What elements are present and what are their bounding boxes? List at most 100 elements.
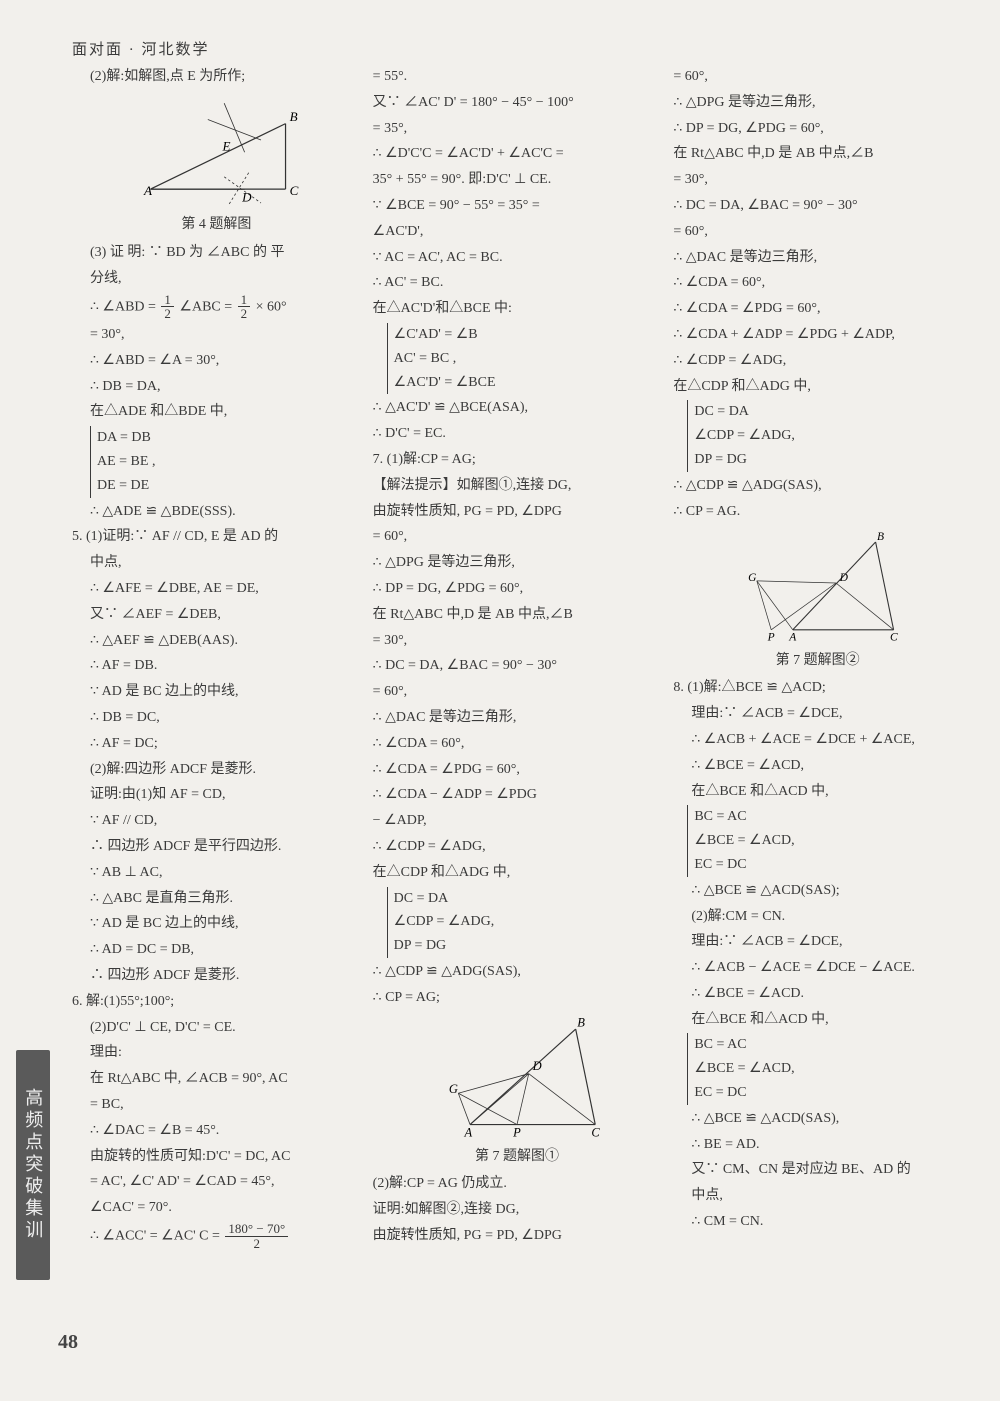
brace-line: ∠CDP = ∠ADG,	[394, 910, 662, 934]
equation-brace: BC = AC ∠BCE = ∠ACD, EC = DC	[687, 1033, 962, 1104]
svg-text:B: B	[290, 109, 298, 124]
text-line: ∠CAC' = 70°.	[72, 1196, 361, 1220]
text-line: 在 Rt△ABC 中,D 是 AB 中点,∠B	[373, 603, 662, 627]
page-number: 48	[58, 1325, 78, 1359]
text-line: ∴ ∠BCE = ∠ACD.	[673, 982, 962, 1006]
text-line: 在△BCE 和△ACD 中,	[673, 780, 962, 804]
text-line: ∴ ∠ACB + ∠ACE = ∠DCE + ∠ACE,	[673, 728, 962, 752]
text-line: ∴ △ADE ≌ △BDE(SSS).	[72, 500, 361, 524]
text-line: 中点,	[673, 1184, 962, 1208]
text-line: (2)解:如解图,点 E 为所作;	[72, 65, 361, 89]
text-line: 又∵ ∠AEF = ∠DEB,	[72, 603, 361, 627]
svg-text:D: D	[242, 189, 253, 204]
text-line: ∵ AC = AC', AC = BC.	[373, 246, 662, 270]
svg-text:A: A	[464, 1126, 473, 1140]
text-line: = AC', ∠C' AD' = ∠CAD = 45°,	[72, 1170, 361, 1194]
text-line: = 30°,	[373, 629, 662, 653]
text-line: ∴ ∠CDA − ∠ADP = ∠PDG	[373, 783, 662, 807]
brace-line: ∠BCE = ∠ACD,	[694, 829, 962, 853]
text-line: ∴ CM = CN.	[673, 1210, 962, 1234]
svg-text:G: G	[748, 572, 757, 584]
svg-text:A: A	[143, 183, 153, 198]
text-line: ∠AC'D',	[373, 220, 662, 244]
text-line: 证明:由(1)知 AF = CD,	[72, 783, 361, 807]
text-line: ∴ ∠CDA = 60°,	[673, 271, 962, 295]
text-line: ∴ ∠ACB − ∠ACE = ∠DCE − ∠ACE.	[673, 956, 962, 980]
text-line: ∴ △DAC 是等边三角形,	[373, 706, 662, 730]
text-line: 证明:如解图②,连接 DG,	[373, 1198, 662, 1222]
text-line: 在△CDP 和△ADG 中,	[373, 861, 662, 885]
text-line: ∴ ∠CDP = ∠ADG,	[673, 349, 962, 373]
brace-line: EC = DC	[694, 853, 962, 877]
text-line: ∵ AF // CD,	[72, 809, 361, 833]
page-header: 面对面 · 河北数学	[72, 38, 210, 64]
text-line: 中点,	[72, 551, 361, 575]
figure-7-1-diagram: A P C B D G	[427, 1015, 607, 1140]
text-line: (2)解:CM = CN.	[673, 905, 962, 929]
text-line: ∴ CP = AG.	[673, 500, 962, 524]
svg-text:C: C	[290, 183, 299, 198]
text-line: ∴ △DPG 是等边三角形,	[373, 551, 662, 575]
text-line: 在 Rt△ABC 中, ∠ACB = 90°, AC	[72, 1067, 361, 1091]
brace-line: EC = DC	[694, 1081, 962, 1105]
svg-text:C: C	[591, 1126, 600, 1140]
text-line: 在△CDP 和△ADG 中,	[673, 375, 962, 399]
svg-text:B: B	[877, 531, 884, 543]
text-line: = 60°,	[373, 525, 662, 549]
text-line: = 60°,	[673, 65, 962, 89]
brace-line: DC = DA	[394, 887, 662, 911]
text-line: ∴ △CDP ≌ △ADG(SAS),	[373, 960, 662, 984]
svg-text:D: D	[532, 1059, 542, 1073]
brace-line: DP = DG	[394, 934, 662, 958]
text-line: ∴ ∠CDA = ∠PDG = 60°,	[373, 758, 662, 782]
text-line: ∵ AB ⊥ AC,	[72, 861, 361, 885]
text-line: 由旋转性质知, PG = PD, ∠DPG	[373, 500, 662, 524]
equation-brace: DA = DB AE = BE , DE = DE	[90, 426, 361, 497]
figure-7-1-caption: 第 7 题解图①	[373, 1145, 662, 1169]
text-line: 【解法提示】如解图①,连接 DG,	[373, 474, 662, 498]
column-3: = 60°, ∴ △DPG 是等边三角形, ∴ DP = DG, ∠PDG = …	[673, 65, 962, 1252]
svg-text:G: G	[449, 1083, 458, 1097]
brace-line: DP = DG	[694, 448, 962, 472]
text-line: 理由:∵ ∠ACB = ∠DCE,	[673, 702, 962, 726]
text-line: ∴ AC' = BC.	[373, 271, 662, 295]
text-line: (2)解:CP = AG 仍成立.	[373, 1172, 662, 1196]
figure-4-caption: 第 4 题解图	[72, 213, 361, 237]
text-line: ∴ ∠CDA + ∠ADP = ∠PDG + ∠ADP,	[673, 323, 962, 347]
brace-line: ∠BCE = ∠ACD,	[694, 1057, 962, 1081]
text-line: (2)D'C' ⊥ CE, D'C' = CE.	[72, 1016, 361, 1040]
text-line: 在 Rt△ABC 中,D 是 AB 中点,∠B	[673, 142, 962, 166]
equation-brace: ∠C'AD' = ∠B AC' = BC , ∠AC'D' = ∠BCE	[387, 323, 662, 394]
text-line: = 35°,	[373, 117, 662, 141]
text-line: ∴ DB = DA,	[72, 375, 361, 399]
text-line: ∴ 四边形 ADCF 是平行四边形.	[72, 835, 361, 859]
text-line: ∴ 四边形 ADCF 是菱形.	[72, 964, 361, 988]
brace-line: ∠C'AD' = ∠B	[394, 323, 662, 347]
equation-brace: BC = AC ∠BCE = ∠ACD, EC = DC	[687, 805, 962, 876]
text-line: − ∠ADP,	[373, 809, 662, 833]
text-line: 分线,	[72, 267, 361, 291]
text-line: ∴ DP = DG, ∠PDG = 60°,	[673, 117, 962, 141]
svg-text:P: P	[512, 1126, 521, 1140]
text-line: 在△ADE 和△BDE 中,	[72, 400, 361, 424]
text-line: ∴ △AC'D' ≌ △BCE(ASA),	[373, 396, 662, 420]
svg-text:B: B	[577, 1016, 585, 1030]
svg-text:D: D	[838, 572, 848, 584]
text-line: ∴ ∠ACC' = ∠AC' C = 180° − 70°2	[72, 1222, 361, 1250]
brace-line: AE = BE ,	[97, 450, 361, 474]
text-line: ∴ ∠CDP = ∠ADG,	[373, 835, 662, 859]
text-line: ∴ △DAC 是等边三角形,	[673, 246, 962, 270]
text-line: ∴ △BCE ≌ △ACD(SAS);	[673, 879, 962, 903]
text-line: ∵ ∠BCE = 90° − 55° = 35° =	[373, 194, 662, 218]
brace-line: DE = DE	[97, 474, 361, 498]
brace-line: AC' = BC ,	[394, 347, 662, 371]
svg-text:E: E	[222, 138, 231, 153]
column-1: (2)解:如解图,点 E 为所作; A C B D E 第 4 题解图 (3) …	[72, 65, 361, 1252]
figure-7-2-diagram: P A C B D G	[728, 529, 908, 644]
text-line: ∴ DB = DC,	[72, 706, 361, 730]
text-line: ∴ △CDP ≌ △ADG(SAS),	[673, 474, 962, 498]
svg-text:A: A	[788, 632, 797, 644]
text-line: ∵ AD 是 BC 边上的中线,	[72, 912, 361, 936]
text-line: ∴ ∠CDA = ∠PDG = 60°,	[673, 297, 962, 321]
text-line: 35° + 55° = 90°. 即:D'C' ⊥ CE.	[373, 168, 662, 192]
